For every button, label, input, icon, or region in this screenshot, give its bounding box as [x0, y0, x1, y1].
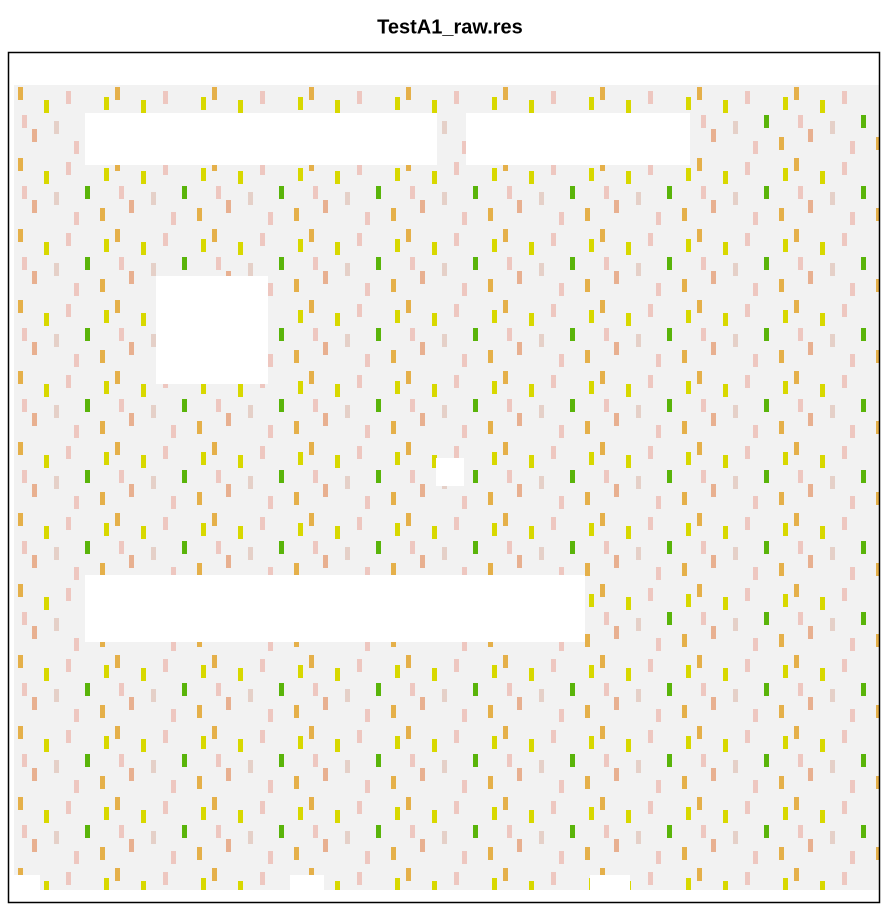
- blank-region: [436, 458, 464, 486]
- chart-title: TestA1_raw.res: [377, 16, 523, 38]
- plot-frame: [7, 51, 881, 904]
- blank-region: [590, 875, 630, 903]
- blank-region: [85, 113, 437, 165]
- blank-region: [290, 875, 324, 903]
- blank-region: [14, 875, 40, 903]
- blank-region: [466, 113, 690, 165]
- image-field: [14, 85, 880, 890]
- plot-area: [14, 85, 880, 903]
- blank-region: [85, 575, 585, 642]
- blank-region: [156, 276, 268, 384]
